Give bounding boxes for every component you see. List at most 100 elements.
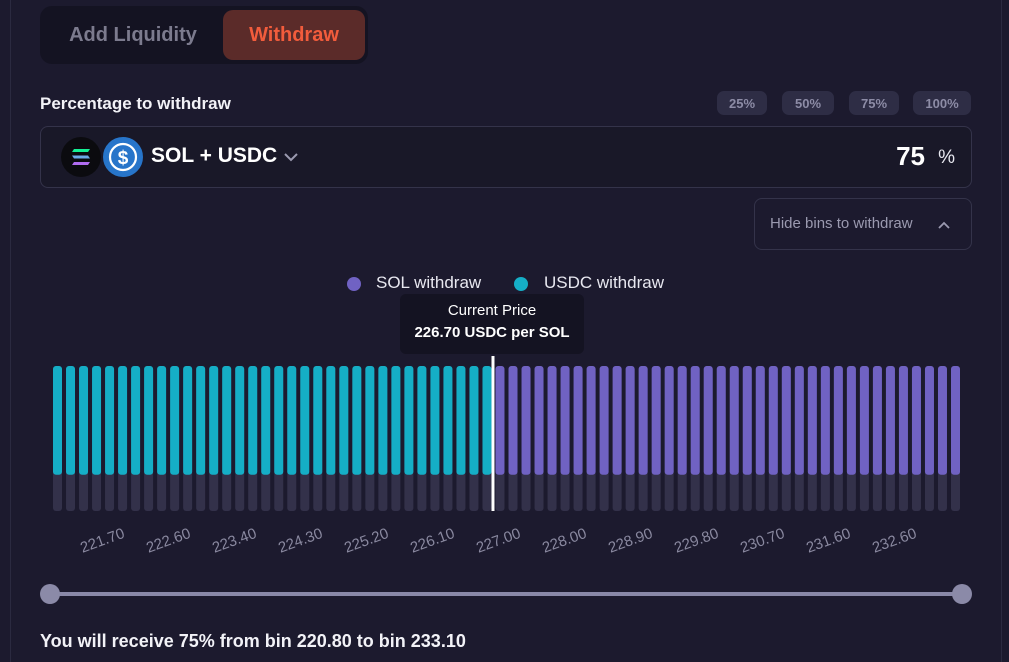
token-pair-selector[interactable]: SOL + USDC	[151, 144, 278, 167]
x-tick-label: 230.70	[738, 525, 787, 557]
bin-bar	[170, 366, 180, 511]
preset-50-button[interactable]: 50%	[782, 91, 834, 115]
x-tick-label: 226.10	[408, 525, 457, 557]
bin-bar	[846, 366, 856, 511]
liquidity-bin-chart: 221.70 222.60 223.40 224.30 225.20 226.10 227.…	[53, 356, 960, 557]
bin-bar	[703, 366, 713, 511]
sol-withdraw-bar	[586, 366, 596, 475]
x-tick-label: 229.80	[672, 525, 721, 557]
usdc-withdraw-bar	[417, 366, 427, 475]
sol-withdraw-bar	[937, 366, 947, 475]
sol-withdraw-bar	[716, 366, 726, 475]
usdc-withdraw-bar	[443, 366, 453, 475]
sol-withdraw-bar	[677, 366, 687, 475]
bin-bar	[911, 366, 921, 511]
preset-100-button[interactable]: 100%	[913, 91, 971, 115]
x-tick-label: 221.70	[78, 525, 127, 557]
bin-bar	[53, 366, 62, 511]
sol-withdraw-bar	[690, 366, 700, 475]
x-tick-label: 232.60	[870, 525, 919, 557]
bin-bar	[105, 366, 115, 511]
bin-bar	[352, 366, 362, 511]
usdc-withdraw-bar	[235, 366, 245, 475]
sol-withdraw-bar	[768, 366, 778, 475]
bin-bar	[599, 366, 609, 511]
bin-bar	[144, 366, 154, 511]
hide-bins-label: Hide bins to withdraw	[770, 215, 913, 232]
usdc-withdraw-bar	[170, 366, 180, 475]
usdc-withdraw-bar	[469, 366, 479, 475]
sol-withdraw-bar	[911, 366, 921, 475]
usdc-token-icon: $	[101, 135, 145, 179]
x-tick-label: 231.60	[804, 525, 853, 557]
usdc-withdraw-bar	[248, 366, 258, 475]
bin-bar	[820, 366, 830, 511]
bin-bar	[157, 366, 167, 511]
sol-withdraw-bar	[703, 366, 713, 475]
usdc-withdraw-bar	[365, 366, 375, 475]
bin-bar	[951, 366, 960, 511]
usdc-legend-label: USDC withdraw	[544, 273, 664, 292]
bin-bar	[482, 366, 492, 511]
bin-bar	[898, 366, 908, 511]
x-tick-label: 224.30	[276, 525, 325, 557]
sol-withdraw-bar	[573, 366, 583, 475]
withdraw-summary: You will receive 75% from bin 220.80 to …	[40, 631, 466, 651]
percentage-label: Percentage to withdraw	[40, 94, 231, 113]
sol-legend-label: SOL withdraw	[376, 273, 482, 292]
bin-bar	[677, 366, 687, 511]
bin-bar	[521, 366, 531, 511]
tab-add-liquidity[interactable]: Add Liquidity	[69, 23, 197, 46]
usdc-withdraw-bar	[118, 366, 128, 475]
chevron-down-icon[interactable]	[281, 147, 301, 167]
usdc-withdraw-bar	[430, 366, 440, 475]
bin-bar	[196, 366, 206, 511]
sol-withdraw-bar	[755, 366, 765, 475]
usdc-withdraw-bar	[391, 366, 401, 475]
usdc-withdraw-bar	[456, 366, 466, 475]
percent-sign: %	[938, 147, 955, 168]
sol-withdraw-bar	[521, 366, 531, 475]
bin-bar	[443, 366, 453, 511]
sol-token-icon	[61, 137, 101, 177]
sol-withdraw-bar	[651, 366, 661, 475]
sol-withdraw-bar	[560, 366, 570, 475]
bin-bar	[937, 366, 947, 511]
range-slider-max-handle[interactable]	[952, 584, 972, 604]
bin-bar	[417, 366, 427, 511]
sol-withdraw-bar	[625, 366, 635, 475]
sol-withdraw-bar	[820, 366, 830, 475]
current-price-title: Current Price	[447, 302, 537, 319]
sol-withdraw-bar	[924, 366, 934, 475]
sol-legend-dot	[347, 277, 361, 291]
hide-bins-button[interactable]: Hide bins to withdraw	[754, 198, 972, 250]
x-tick-label: 228.00	[540, 525, 589, 557]
bin-bar	[430, 366, 440, 511]
usdc-withdraw-bar	[66, 366, 76, 475]
sol-withdraw-bar	[807, 366, 817, 475]
usdc-withdraw-bar	[157, 366, 167, 475]
usdc-withdraw-bar	[209, 366, 219, 475]
usdc-withdraw-bar	[105, 366, 115, 475]
sol-withdraw-bar	[508, 366, 518, 475]
bin-bar	[66, 366, 76, 511]
bin-bar	[118, 366, 128, 511]
preset-25-button[interactable]: 25%	[717, 91, 767, 115]
usdc-withdraw-bar	[287, 366, 297, 475]
usdc-withdraw-bar	[183, 366, 193, 475]
percentage-input[interactable]: 75	[896, 141, 925, 171]
range-slider-track[interactable]	[50, 592, 962, 596]
tab-withdraw[interactable]: Withdraw	[223, 10, 365, 60]
range-slider-min-handle[interactable]	[40, 584, 60, 604]
bin-bar	[729, 366, 739, 511]
x-tick-label: 225.20	[342, 525, 391, 557]
bin-bar	[690, 366, 700, 511]
bin-bar	[625, 366, 635, 511]
x-tick-label: 223.40	[210, 525, 259, 557]
bin-bar	[755, 366, 765, 511]
x-tick-label: 222.60	[144, 525, 193, 557]
bin-bar	[651, 366, 661, 511]
bin-bar	[131, 366, 141, 511]
preset-75-button[interactable]: 75%	[849, 91, 899, 115]
bin-bar	[79, 366, 89, 511]
